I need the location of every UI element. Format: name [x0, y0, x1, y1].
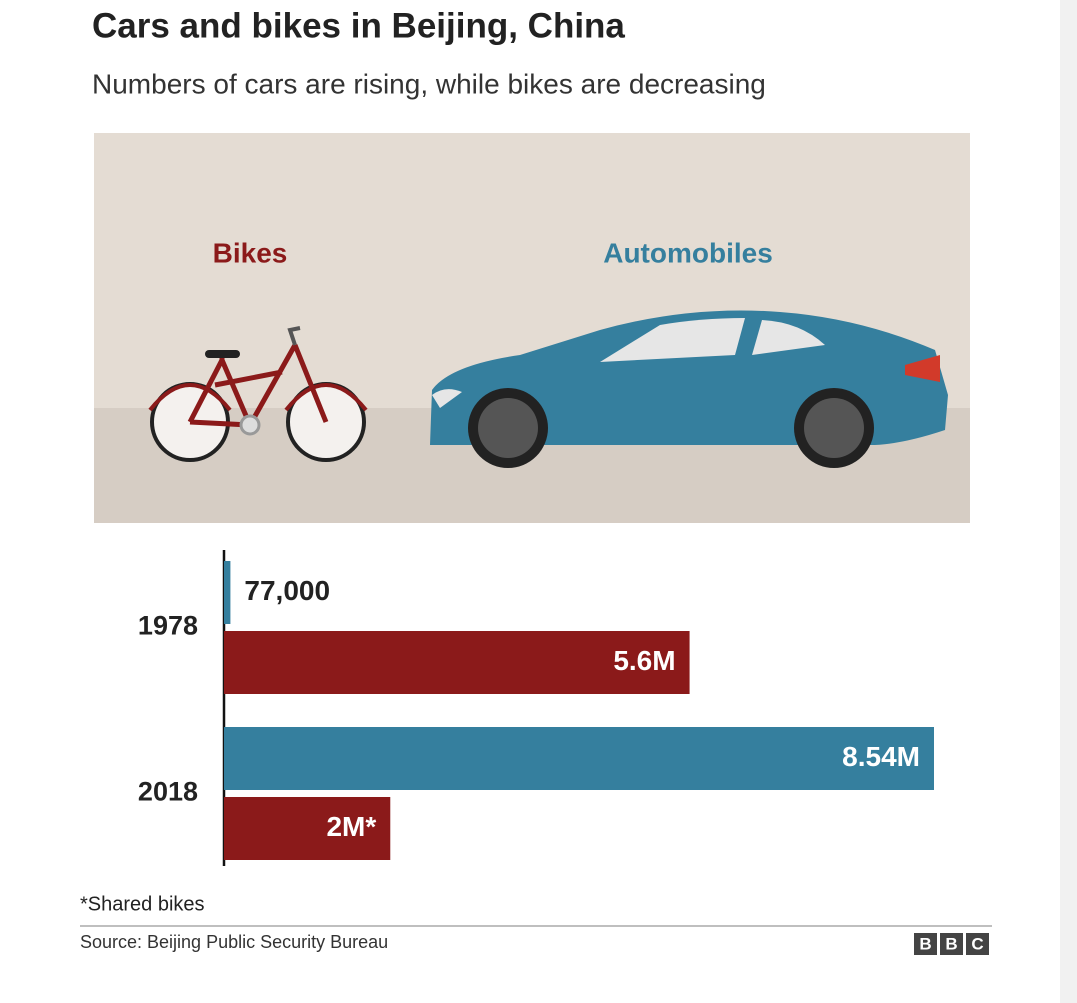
illustration [94, 133, 970, 523]
chart-subtitle: Numbers of cars are rising, while bikes … [92, 68, 766, 99]
logo-letter: B [919, 934, 931, 953]
logo-letter: B [945, 934, 957, 953]
value-label: 2M* [326, 811, 376, 842]
footnote: *Shared bikes [80, 893, 205, 915]
bar [224, 727, 934, 790]
logo-box [940, 933, 963, 955]
bar [224, 631, 690, 694]
bar [224, 797, 391, 860]
scrollbar [1060, 0, 1077, 1003]
logo-box [966, 933, 989, 955]
y-tick-label: 1978 [138, 611, 198, 641]
legend-label: Bikes [213, 237, 288, 268]
logo-letter: C [971, 934, 983, 953]
y-tick-label: 2018 [138, 777, 198, 807]
value-label: 5.6M [613, 645, 675, 676]
source: Source: Beijing Public Security Bureau [80, 932, 388, 952]
car [430, 310, 948, 468]
legend-label: Automobiles [603, 237, 773, 268]
bar [224, 561, 231, 624]
logo-box [914, 933, 937, 955]
bike [148, 326, 368, 462]
chart-title: Cars and bikes in Beijing, China [92, 6, 625, 45]
value-label: 77,000 [244, 575, 330, 606]
value-label: 8.54M [842, 741, 920, 772]
